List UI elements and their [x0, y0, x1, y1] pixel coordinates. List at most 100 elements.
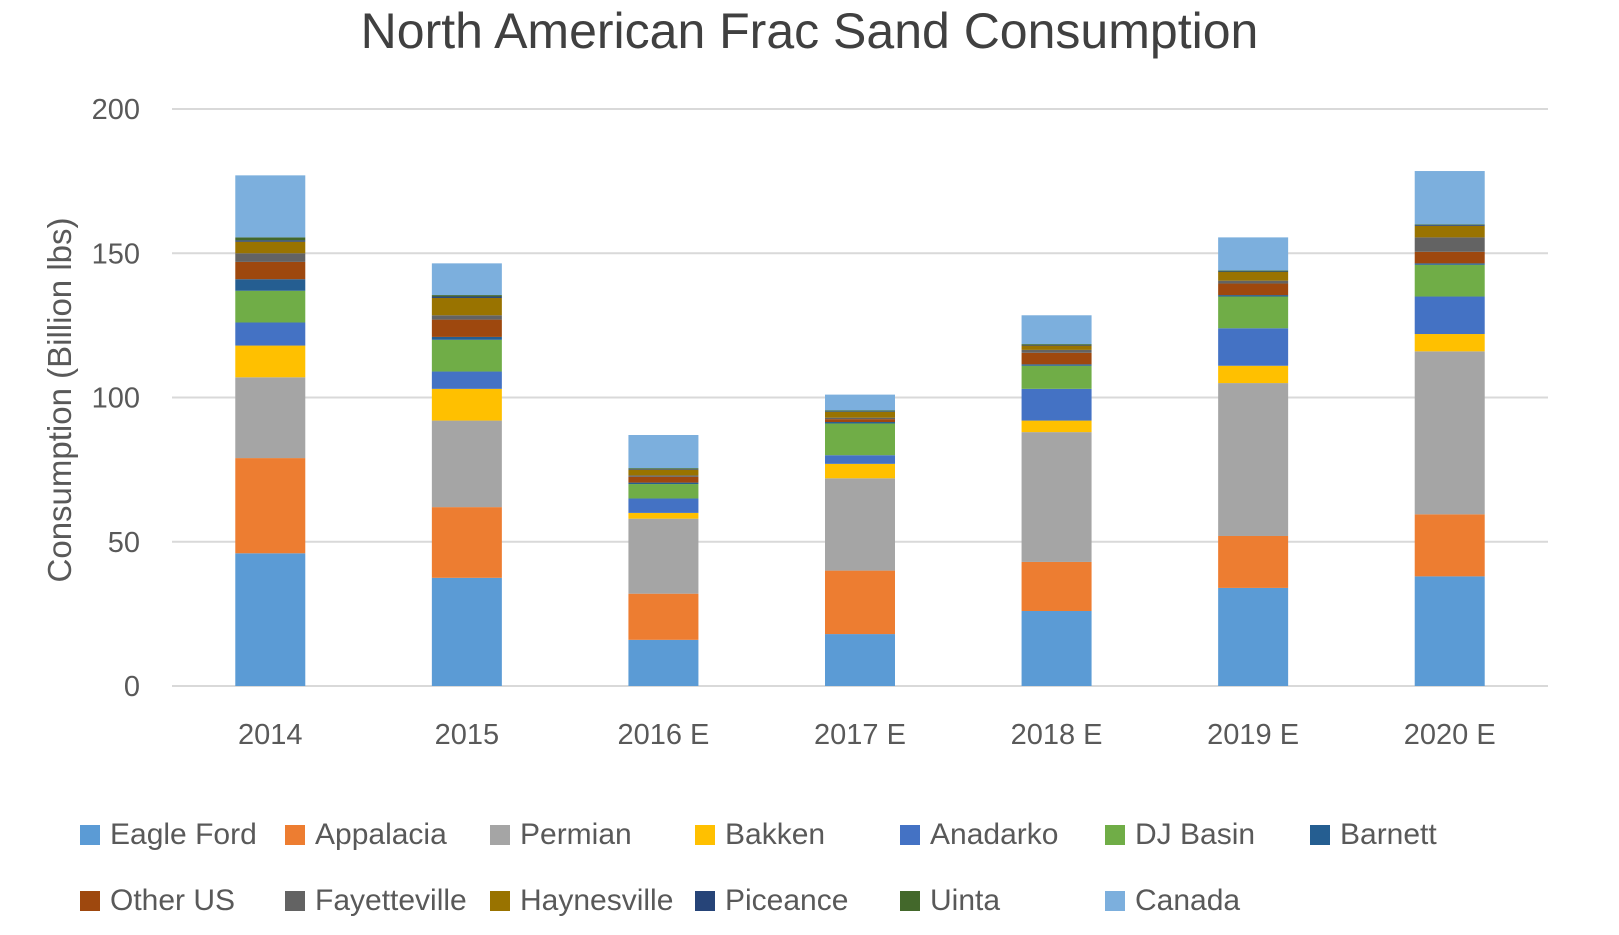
x-tick-label: 2014 — [238, 719, 303, 751]
bar-segment-haynesville — [235, 241, 306, 254]
bar-segment-appalacia — [1021, 561, 1092, 611]
bar-segment-permian — [235, 377, 306, 459]
legend-swatch — [490, 891, 510, 911]
legend-label: Barnett — [1340, 818, 1437, 851]
bar-segment-appalacia — [235, 458, 306, 554]
bar-segment-piceance — [628, 469, 699, 470]
legend-swatch — [80, 825, 100, 845]
y-tick-label: 100 — [92, 383, 140, 415]
bar-segment-eagle-ford — [1218, 587, 1289, 686]
bar-segment-fayetteville — [1218, 280, 1289, 284]
bar-segment-fayetteville — [235, 253, 306, 262]
legend-item-uinta: Uinta — [900, 884, 1000, 918]
bar-segment-dj-basin — [235, 290, 306, 323]
bar-segment-anadarko — [1021, 388, 1092, 421]
legend-swatch — [1105, 891, 1125, 911]
legend-label: Anadarko — [930, 818, 1059, 851]
legend-swatch — [80, 891, 100, 911]
bar-segment-permian — [825, 478, 895, 571]
bar-segment-eagle-ford — [1414, 576, 1485, 686]
bar-segment-uinta — [825, 410, 895, 412]
bar-segment-canada — [431, 263, 502, 296]
legend-item-piceance: Piceance — [695, 884, 848, 918]
legend-swatch — [900, 891, 920, 911]
bar-segment-haynesville — [825, 411, 895, 418]
bar-segment-permian — [1021, 432, 1092, 562]
legend-label: Other US — [110, 884, 236, 917]
bar-segment-anadarko — [1218, 328, 1289, 366]
bar-segment-anadarko — [431, 371, 502, 389]
bar-segment-canada — [1218, 237, 1289, 271]
bar-stack-2016-e — [628, 435, 699, 686]
bar-segment-other-us — [431, 319, 502, 337]
bar-segment-bakken — [1218, 365, 1289, 384]
bar-segment-haynesville — [1414, 225, 1485, 238]
legend-label: Fayetteville — [315, 884, 467, 917]
bar-segment-other-us — [825, 419, 895, 423]
bar-segment-dj-basin — [1021, 365, 1092, 389]
bar-segment-barnett — [628, 482, 699, 485]
legend-swatch — [695, 825, 715, 845]
chart-title: North American Frac Sand Consumption — [360, 3, 1259, 59]
y-tick-label: 50 — [108, 527, 140, 559]
bar-segment-canada — [628, 435, 699, 469]
x-tick-label: 2016 E — [617, 719, 709, 751]
bar-segment-barnett — [1021, 364, 1092, 366]
legend-swatch — [490, 825, 510, 845]
bar-segment-permian — [1414, 351, 1485, 515]
legend-item-haynesville: Haynesville — [490, 884, 673, 918]
legend-item-dj-basin: DJ Basin — [1105, 818, 1255, 852]
bar-segment-appalacia — [825, 570, 895, 635]
bar-segment-anadarko — [235, 322, 306, 346]
bar-segment-canada — [825, 394, 895, 411]
bar-segment-uinta — [1021, 344, 1092, 345]
bar-segment-uinta — [628, 468, 699, 470]
bar-segment-piceance — [431, 296, 502, 298]
legend-label: Permian — [520, 818, 632, 851]
legend-item-appalacia: Appalacia — [285, 818, 447, 852]
legend-item-eagle-ford: Eagle Ford — [80, 818, 257, 852]
bar-segment-uinta — [1218, 270, 1289, 272]
bar-segment-bakken — [825, 463, 895, 479]
bar-segment-eagle-ford — [628, 639, 699, 686]
legend-item-barnett: Barnett — [1310, 818, 1437, 852]
bar-segment-haynesville — [1218, 272, 1289, 281]
x-tick-label: 2020 E — [1404, 719, 1496, 751]
bar-segment-dj-basin — [628, 484, 699, 499]
x-tick-label: 2015 — [435, 719, 500, 751]
y-tick-label: 0 — [124, 671, 140, 703]
bar-stack-2015 — [431, 263, 502, 686]
bar-segment-barnett — [1218, 295, 1289, 297]
legend-item-canada: Canada — [1105, 884, 1240, 918]
bar-segment-piceance — [1021, 344, 1092, 346]
legend-swatch — [900, 825, 920, 845]
bar-segment-anadarko — [825, 455, 895, 464]
bar-segment-other-us — [235, 261, 306, 280]
legend-label: Bakken — [725, 818, 826, 851]
legend-swatch — [695, 891, 715, 911]
bar-segment-dj-basin — [431, 339, 502, 372]
bar-segment-bakken — [628, 512, 699, 519]
legend-swatch — [285, 825, 305, 845]
bar-segment-eagle-ford — [431, 577, 502, 686]
bar-segment-uinta — [431, 295, 502, 297]
legend-label: Appalacia — [315, 818, 447, 851]
bar-segment-bakken — [1414, 334, 1485, 352]
legend-label: Piceance — [725, 884, 849, 917]
bar-segment-eagle-ford — [235, 553, 306, 686]
x-tick-label: 2018 E — [1011, 719, 1103, 751]
legend-swatch — [1310, 825, 1330, 845]
bar-segment-permian — [431, 420, 502, 508]
legend-item-other-us: Other US — [80, 884, 235, 918]
bar-segment-barnett — [1414, 263, 1485, 265]
bar-segment-uinta — [235, 237, 306, 241]
x-tick-label: 2017 E — [814, 719, 906, 751]
bar-stack-2014 — [235, 175, 306, 686]
bar-segment-other-us — [1414, 251, 1485, 264]
legend-label: Haynesville — [520, 884, 674, 917]
bar-segment-piceance — [1218, 271, 1289, 273]
bar-segment-barnett — [235, 279, 306, 291]
bar-stack-2020-e — [1414, 171, 1485, 686]
x-tick-labels: 2014 2015 2016 E 2017 E 2018 E 2019 E 2020 E — [238, 719, 1496, 751]
bar-segment-dj-basin — [825, 423, 895, 456]
